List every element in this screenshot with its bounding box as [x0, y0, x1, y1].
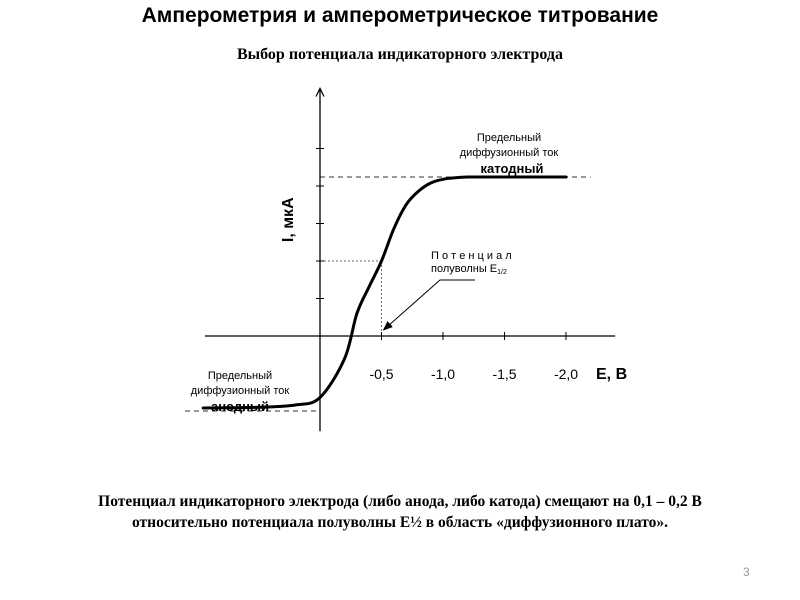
half-wave-label: полуволны E: [431, 263, 497, 275]
anodic-annotation-line1: Предельный: [208, 370, 272, 382]
half-wave-annotation-line1: П о т е н ц и а л: [431, 250, 512, 262]
slide-number: 3: [743, 565, 750, 579]
anodic-annotation: Предельный диффузионный ток анодный: [191, 370, 290, 414]
x-axis-ticks: [381, 332, 567, 340]
anodic-annotation-line3: анодный: [211, 399, 269, 414]
cathodic-annotation: Предельный диффузионный ток катодный: [460, 132, 559, 176]
caption-line-1: Потенциал индикаторного электрода (либо …: [98, 493, 702, 510]
x-tick-label: -0,5: [369, 366, 393, 382]
half-wave-annotation-line2: полуволны E1/2: [431, 263, 507, 276]
y-axis-ticks: [316, 148, 324, 299]
x-axis-label: E, В: [596, 366, 627, 383]
cathodic-annotation-line1: Предельный: [477, 132, 541, 144]
caption-line-2: относительно потенциала полуволны E½ в о…: [132, 514, 668, 531]
half-wave-subscript: 1/2: [497, 269, 507, 276]
x-axis-tick-labels: -0,5 -1,0 -1,5 -2,0: [369, 366, 578, 382]
anodic-annotation-line2: диффузионный ток: [191, 385, 290, 397]
polarogram-chart: -0,5 -1,0 -1,5 -2,0 E, В I, мкА Предельный …: [185, 87, 627, 432]
y-axis-arrow: [315, 87, 325, 97]
series-0-line: [201, 175, 568, 410]
cathodic-annotation-line3: катодный: [481, 161, 544, 176]
half-wave-annotation: П о т е н ц и а л полуволны E1/2: [431, 250, 512, 276]
x-tick-label: -1,5: [492, 366, 516, 382]
slide-title: Амперометрия и амперометрическое титрова…: [141, 4, 659, 27]
caption: Потенциал индикаторного электрода (либо …: [0, 491, 800, 533]
slide-subtitle: Выбор потенциала индикаторного электрода: [236, 46, 564, 63]
half-wave-pointer-arrow: [382, 279, 475, 331]
x-tick-label: -2,0: [554, 366, 578, 382]
y-axis-label: I, мкА: [280, 197, 297, 242]
cathodic-annotation-line2: диффузионный ток: [460, 147, 559, 159]
x-tick-label: -1,0: [431, 366, 455, 382]
